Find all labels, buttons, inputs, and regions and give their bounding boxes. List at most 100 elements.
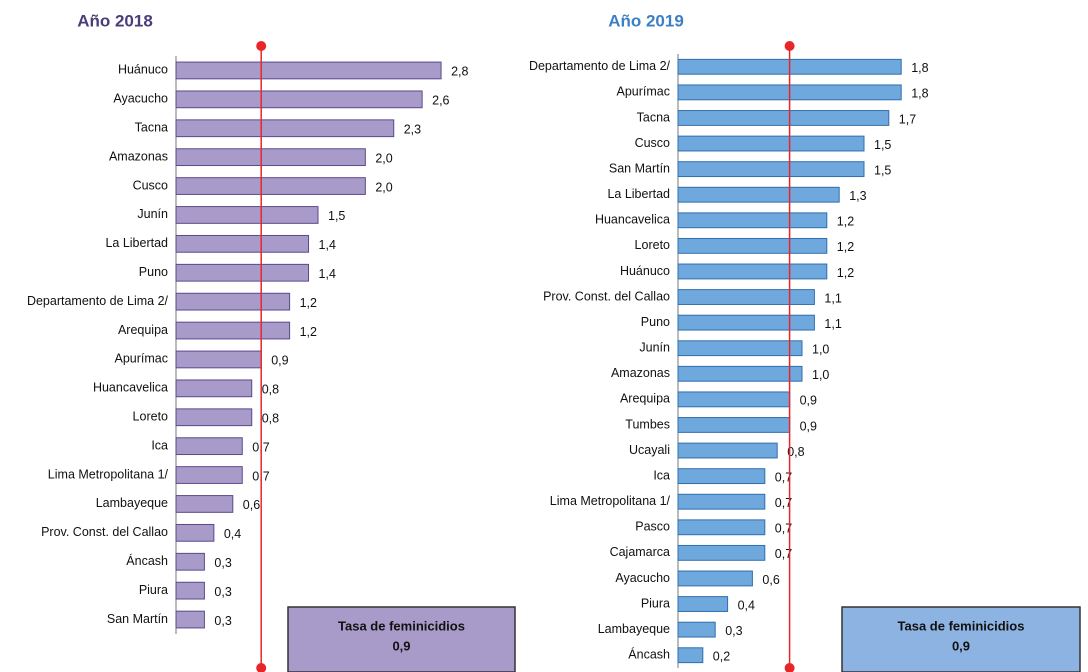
category-label: Amazonas bbox=[109, 149, 168, 163]
bar bbox=[677, 621, 716, 638]
bar bbox=[677, 237, 828, 254]
category-label: San Martín bbox=[609, 161, 670, 175]
bar bbox=[677, 314, 815, 331]
value-label: 0,7 bbox=[775, 522, 792, 536]
value-label: 1,5 bbox=[874, 163, 891, 177]
rate-box-value: 0,9 bbox=[392, 638, 410, 653]
bar bbox=[175, 610, 205, 629]
value-label: 0,9 bbox=[800, 419, 817, 433]
bar bbox=[677, 596, 729, 612]
value-label: 1,4 bbox=[319, 238, 336, 252]
value-label: 0,4 bbox=[738, 598, 755, 612]
category-label: Tacna bbox=[135, 121, 168, 135]
bar bbox=[677, 135, 865, 152]
rate-box bbox=[287, 606, 516, 672]
bar bbox=[175, 206, 319, 224]
category-label: Tumbes bbox=[625, 417, 670, 431]
bar bbox=[175, 292, 291, 311]
category-label: Ica bbox=[151, 438, 168, 452]
bar bbox=[175, 350, 262, 369]
category-label: Cusco bbox=[635, 136, 670, 150]
category-label: Huánuco bbox=[620, 264, 670, 278]
value-label: 0,8 bbox=[262, 412, 279, 426]
bar bbox=[677, 519, 766, 536]
value-label: 0,7 bbox=[775, 496, 792, 510]
category-label: Áncash bbox=[126, 553, 168, 568]
rate-box-value: 0,9 bbox=[952, 638, 970, 653]
category-label: Piura bbox=[641, 596, 670, 610]
value-label: 1,8 bbox=[911, 87, 928, 101]
value-label: 0,6 bbox=[762, 573, 779, 587]
bar bbox=[175, 234, 310, 253]
category-label: Apurímac bbox=[617, 85, 671, 99]
value-label: 0,8 bbox=[787, 445, 804, 459]
category-label: Lima Metropolitana 1/ bbox=[550, 494, 671, 508]
value-label: 0,8 bbox=[262, 383, 279, 397]
bar bbox=[677, 570, 753, 587]
bar bbox=[175, 437, 243, 456]
bar bbox=[175, 408, 253, 427]
bar bbox=[175, 321, 291, 340]
bar bbox=[175, 119, 395, 138]
value-label: 2,6 bbox=[432, 94, 449, 108]
bar bbox=[175, 581, 205, 600]
bar bbox=[175, 495, 234, 513]
rate-box-label: Tasa de feminicidios bbox=[338, 618, 465, 633]
value-label: 1,5 bbox=[328, 209, 345, 223]
reference-dot bbox=[256, 663, 267, 672]
category-label: Huancavelica bbox=[93, 381, 168, 395]
value-label: 0,9 bbox=[800, 394, 817, 408]
category-label: Arequipa bbox=[118, 323, 168, 337]
category-label: Ica bbox=[653, 468, 670, 482]
bar bbox=[677, 493, 766, 510]
value-label: 0,4 bbox=[224, 527, 241, 541]
category-label: Loreto bbox=[635, 238, 670, 252]
rate-box-label: Tasa de feminicidios bbox=[898, 618, 1025, 633]
bar bbox=[677, 391, 791, 408]
category-label: Lambayeque bbox=[96, 496, 168, 510]
value-label: 1,8 bbox=[911, 61, 928, 75]
value-label: 2,8 bbox=[451, 65, 468, 79]
value-label: 1,2 bbox=[300, 325, 317, 339]
reference-dot bbox=[256, 41, 267, 51]
category-label: Apurímac bbox=[115, 352, 169, 366]
category-label: Junín bbox=[639, 341, 670, 355]
value-label: 1,5 bbox=[874, 138, 891, 152]
category-label: La Libertad bbox=[607, 187, 670, 201]
value-label: 2,3 bbox=[404, 123, 421, 137]
chart-title: Año 2019 bbox=[608, 11, 684, 30]
value-label: 2,0 bbox=[375, 151, 392, 165]
category-label: La Libertad bbox=[105, 236, 168, 250]
bar bbox=[175, 263, 310, 282]
bar bbox=[175, 379, 253, 398]
category-label: Lima Metropolitana 1/ bbox=[48, 467, 169, 481]
bar bbox=[677, 289, 815, 305]
value-label: 1,7 bbox=[899, 112, 916, 126]
value-label: 0,3 bbox=[214, 556, 231, 570]
value-label: 1,3 bbox=[849, 189, 866, 203]
bar bbox=[175, 523, 215, 542]
bar bbox=[677, 365, 803, 382]
category-label: Prov. Const. del Callao bbox=[543, 289, 670, 303]
bar bbox=[175, 552, 205, 571]
category-label: Cajamarca bbox=[610, 545, 670, 559]
value-label: 0,3 bbox=[725, 624, 742, 638]
bar bbox=[677, 186, 840, 203]
category-label: Loreto bbox=[133, 410, 168, 424]
category-label: Ayacucho bbox=[615, 571, 670, 585]
category-label: Huánuco bbox=[118, 63, 168, 77]
value-label: 2,0 bbox=[375, 180, 392, 194]
category-label: Huancavelica bbox=[595, 213, 670, 227]
value-label: 0,9 bbox=[271, 354, 288, 368]
category-label: Puno bbox=[641, 315, 670, 329]
category-label: Junín bbox=[137, 207, 168, 221]
category-label: Arequipa bbox=[620, 392, 670, 406]
bar bbox=[175, 148, 366, 167]
category-label: Departamento de Lima 2/ bbox=[27, 294, 169, 308]
value-label: 1,1 bbox=[824, 291, 841, 305]
bar bbox=[677, 647, 704, 664]
category-label: Prov. Const. del Callao bbox=[41, 525, 168, 539]
bar bbox=[677, 110, 890, 126]
value-label: 0,6 bbox=[243, 498, 260, 512]
